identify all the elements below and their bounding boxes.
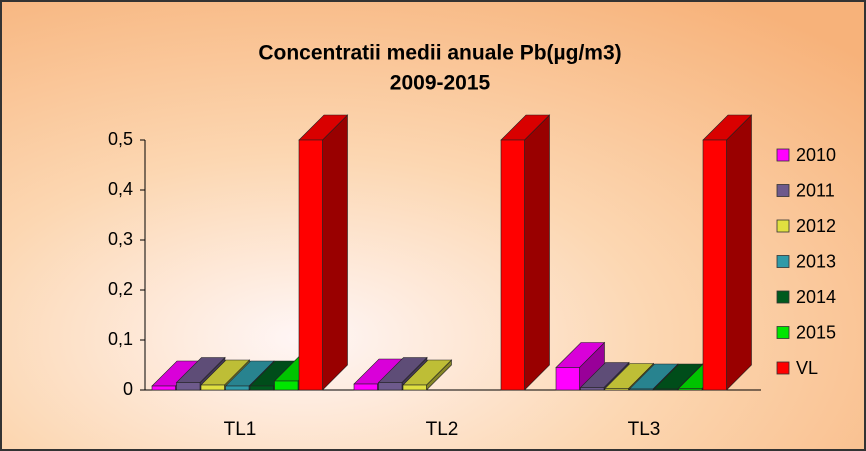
bar-front — [353, 383, 378, 391]
bar-front — [580, 387, 605, 391]
legend-label: 2014 — [796, 287, 836, 307]
legend-swatch — [776, 326, 790, 339]
bar-front — [151, 385, 176, 391]
bar-front — [702, 139, 727, 391]
y-tick-label: 0,4 — [108, 179, 133, 199]
bar-front — [200, 384, 225, 391]
legend-swatch — [776, 184, 790, 197]
legend-swatch — [776, 361, 790, 375]
bar-front — [653, 388, 678, 391]
legend-label: 2011 — [796, 180, 835, 200]
bar — [402, 359, 453, 391]
chart-title: Concentratii medii anuale Pb(µg/m3) — [258, 42, 621, 65]
bar-front — [555, 367, 580, 391]
bar-front — [678, 388, 703, 391]
bar-front — [604, 388, 629, 391]
legend-label: 2013 — [796, 251, 836, 271]
y-tick-label: 0,2 — [108, 279, 133, 299]
legend-swatch — [776, 255, 790, 268]
bar-front — [176, 382, 201, 391]
bar-side — [322, 114, 348, 391]
bar — [555, 341, 606, 391]
bar-front — [249, 385, 274, 391]
legend-label: VL — [796, 358, 818, 378]
bar-front — [500, 139, 525, 391]
bar-front — [629, 388, 654, 391]
legend-swatch — [776, 290, 790, 304]
bar-front — [274, 380, 299, 391]
chart-subtitle: 2009-2015 — [390, 72, 491, 95]
bar-front — [378, 382, 403, 391]
bar — [298, 114, 349, 391]
y-tick-label: 0,5 — [108, 129, 133, 149]
bar-front — [298, 139, 323, 391]
bar-side — [524, 114, 550, 391]
x-tick-label: TL3 — [628, 419, 661, 440]
bar-front — [225, 385, 250, 391]
legend-swatch — [776, 219, 790, 233]
y-tick-label: 0,1 — [108, 329, 133, 349]
y-tick-label: 0,3 — [108, 229, 133, 249]
legend-swatch — [776, 148, 790, 162]
x-tick-label: TL2 — [426, 419, 459, 440]
bar-side — [726, 114, 752, 391]
bar — [702, 114, 753, 391]
bar-front — [402, 384, 427, 391]
y-tick-label: 0 — [123, 379, 133, 399]
legend-label: 2010 — [796, 145, 836, 165]
bar — [500, 114, 551, 391]
legend-label: 2012 — [796, 216, 836, 236]
legend-label: 2015 — [796, 322, 836, 342]
x-tick-label: TL1 — [224, 419, 257, 440]
